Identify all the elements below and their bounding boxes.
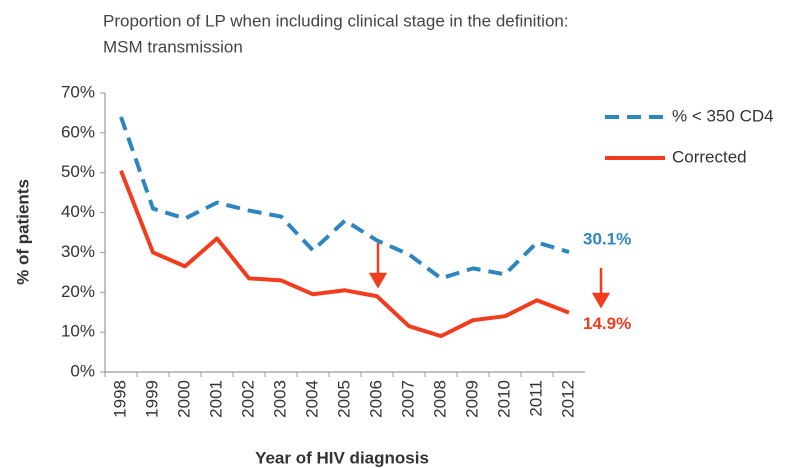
y-tick-label: 50% <box>61 162 95 181</box>
x-axis-label: Year of HIV diagnosis <box>255 448 429 467</box>
y-tick-label: 60% <box>61 122 95 141</box>
y-tick-label: 20% <box>61 282 95 301</box>
data-label: 30.1% <box>583 230 631 249</box>
x-tick-label: 2004 <box>302 380 321 418</box>
x-tick-label: 2003 <box>270 380 289 418</box>
y-tick-label: 0% <box>70 361 95 380</box>
x-tick-label: 2002 <box>238 380 257 418</box>
x-tick-label: 1999 <box>142 380 161 418</box>
x-tick-label: 2000 <box>174 380 193 418</box>
data-label: 14.9% <box>583 314 631 333</box>
x-tick-label: 2001 <box>206 380 225 418</box>
series-line <box>119 116 570 281</box>
arrow <box>368 243 388 289</box>
legend-label: Corrected <box>672 147 747 166</box>
y-tick-label: 10% <box>61 322 95 341</box>
y-tick-label: 70% <box>61 82 95 101</box>
y-tick-label: 40% <box>61 202 95 221</box>
chart-subtitle: MSM transmission <box>103 37 243 56</box>
x-tick-label: 2005 <box>334 380 353 418</box>
x-tick-label: 2008 <box>430 380 449 418</box>
series-line <box>119 169 570 339</box>
x-tick-label: 2011 <box>526 380 545 417</box>
x-tick-label: 2009 <box>462 380 481 418</box>
y-axis-label: % of patients <box>13 179 32 285</box>
x-tick-label: 2010 <box>494 380 513 418</box>
x-tick-label: 1998 <box>110 380 129 418</box>
y-tick-label: 30% <box>61 242 95 261</box>
chart-title: Proportion of LP when including clinical… <box>103 11 569 30</box>
x-tick-label: 2006 <box>366 380 385 418</box>
arrow <box>591 268 611 309</box>
x-tick-label: 2007 <box>398 380 417 418</box>
legend-label: % < 350 CD4 <box>672 106 774 125</box>
x-tick-label: 2012 <box>558 380 577 418</box>
